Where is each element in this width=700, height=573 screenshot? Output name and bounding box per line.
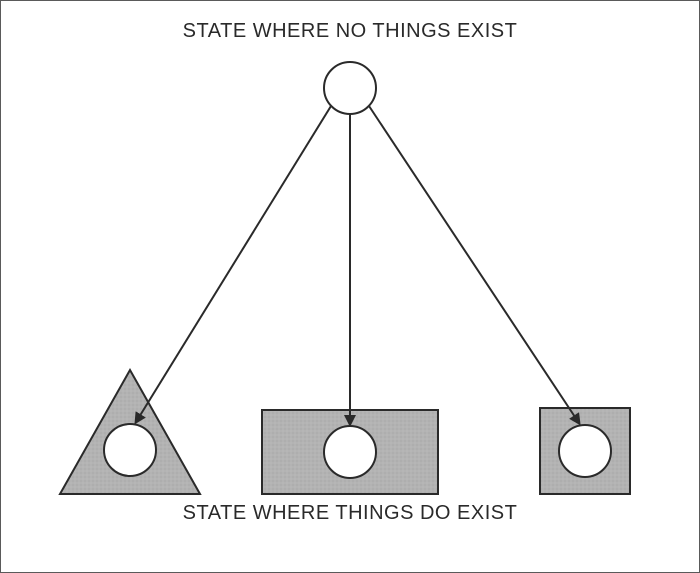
edge-2 xyxy=(369,106,579,423)
title-top-text: STATE WHERE NO THINGS EXIST xyxy=(183,20,518,42)
shapes-group xyxy=(60,370,630,494)
diagram-container: STATE WHERE NO THINGS EXIST STATE WHERE … xyxy=(0,0,700,573)
edge-0 xyxy=(136,106,331,422)
diagram-svg xyxy=(0,0,700,573)
title-bottom: STATE WHERE THINGS DO EXIST xyxy=(0,502,700,525)
root-circle xyxy=(324,62,376,114)
title-bottom-text: STATE WHERE THINGS DO EXIST xyxy=(183,502,518,524)
title-top: STATE WHERE NO THINGS EXIST xyxy=(0,20,700,43)
edges-group xyxy=(136,106,579,424)
root-node xyxy=(324,62,376,114)
inner-circle xyxy=(104,424,156,476)
inner-circle xyxy=(559,425,611,477)
shape-triangle xyxy=(60,370,200,494)
inner-circle xyxy=(324,426,376,478)
shape-square xyxy=(540,408,630,494)
